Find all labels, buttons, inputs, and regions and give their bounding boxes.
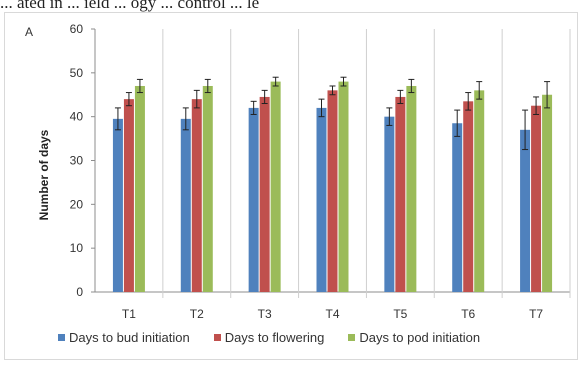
x-tick-label: T2 xyxy=(190,307,204,321)
bar xyxy=(270,81,281,292)
bar xyxy=(406,85,417,292)
bar xyxy=(191,99,202,292)
x-tick-label: T3 xyxy=(258,307,272,321)
bar xyxy=(123,99,134,292)
bar xyxy=(134,85,145,292)
legend-swatch-bud xyxy=(58,333,65,341)
x-tick-label: T1 xyxy=(122,307,136,321)
y-tick-label: 50 xyxy=(70,66,84,80)
bar xyxy=(112,118,123,292)
y-tick-label: 30 xyxy=(70,154,84,168)
bar xyxy=(259,96,270,292)
legend-swatch-flowering xyxy=(213,333,221,341)
y-tick-label: 20 xyxy=(70,197,84,211)
bar xyxy=(202,85,213,292)
legend-item-flowering: Days to flowering xyxy=(213,329,325,345)
legend-label-flowering: Days to flowering xyxy=(224,329,325,345)
panel-label: A xyxy=(25,25,34,39)
legend-item-bud: Days to bud initiation xyxy=(58,330,190,345)
bar xyxy=(180,118,191,292)
bar xyxy=(316,107,327,293)
legend-label-pod: Days to pod initiation xyxy=(359,329,481,345)
caption-fragment: ... ated in ... ield ... ogy ... control… xyxy=(0,0,260,12)
x-tick-label: T4 xyxy=(325,307,339,321)
y-tick-label: 10 xyxy=(70,241,84,255)
legend-swatch-pod xyxy=(348,333,356,341)
x-tick-label: T7 xyxy=(529,307,543,321)
y-tick-label: 0 xyxy=(76,285,83,299)
legend: Days to bud initiation Days to flowering… xyxy=(58,328,504,346)
x-tick-label: T6 xyxy=(461,307,475,321)
bar xyxy=(474,90,485,292)
bar xyxy=(531,105,542,292)
bar xyxy=(520,129,531,292)
bar xyxy=(248,107,259,293)
y-tick-label: 60 xyxy=(70,22,84,36)
bar xyxy=(452,123,463,292)
bar xyxy=(338,81,349,292)
bar xyxy=(463,101,474,292)
legend-label-bud: Days to bud initiation xyxy=(69,329,190,345)
bar xyxy=(327,90,338,292)
bar xyxy=(395,96,406,292)
legend-item-pod: Days to pod initiation xyxy=(348,330,480,345)
y-tick-label: 40 xyxy=(70,110,84,124)
x-tick-label: T5 xyxy=(393,307,407,321)
bar xyxy=(384,116,395,293)
bar xyxy=(542,94,553,292)
y-axis-label: Number of days xyxy=(37,129,51,220)
